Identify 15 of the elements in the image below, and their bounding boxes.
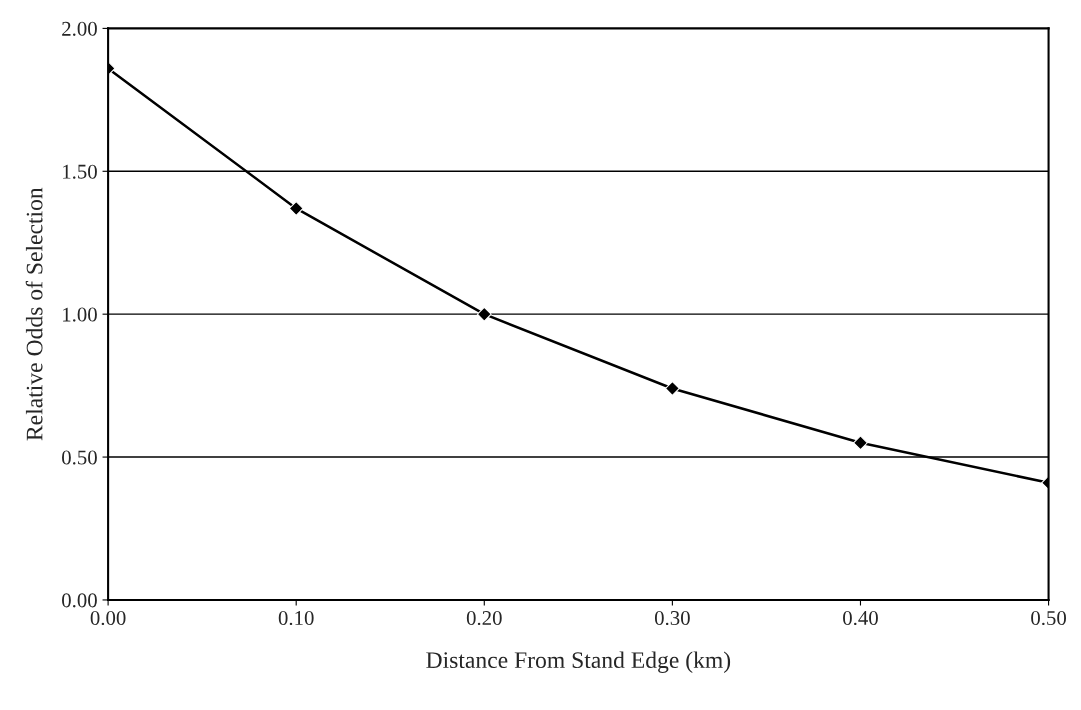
x-tick-label: 0.20 — [466, 610, 502, 626]
y-tick-label: 2.00 — [62, 21, 97, 36]
x-tick-label: 0.40 — [843, 610, 878, 626]
y-axis-title: Relative Odds of Selection — [25, 187, 43, 441]
y-tick-label: 0.50 — [62, 450, 97, 465]
x-tick-label: 0.50 — [1031, 610, 1066, 626]
y-tick-label: 1.50 — [63, 164, 97, 179]
x-tick-label: 0.30 — [654, 610, 690, 626]
point — [476, 306, 492, 322]
point — [664, 381, 680, 396]
x-tick-label: 0.00 — [90, 610, 126, 626]
x-tick-label: 0.10 — [278, 610, 314, 626]
y-tick-label: 1.00 — [63, 307, 97, 322]
x-axis-title: Distance From Stand Edge (km) — [426, 651, 731, 673]
y-tick-label: 0.00 — [62, 593, 97, 608]
